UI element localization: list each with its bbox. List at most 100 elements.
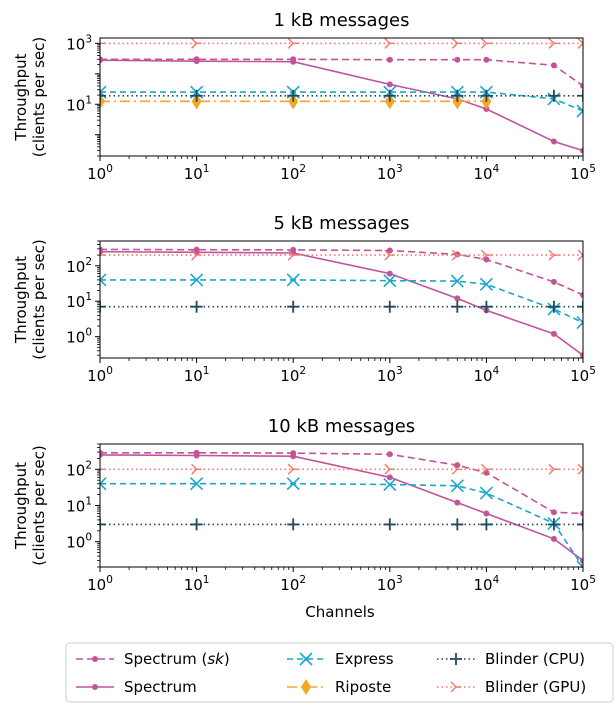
data-point-blinder-cpu [190, 300, 203, 313]
data-point-blinder-cpu [480, 300, 493, 313]
data-point-spectrum [193, 58, 200, 65]
data-point-spectrum-sk [386, 56, 393, 63]
data-point-blinder-cpu [577, 89, 583, 102]
data-point-spectrum [580, 557, 583, 564]
data-point-spectrum [550, 535, 557, 542]
series-blinder-cpu [100, 518, 583, 531]
data-point-spectrum [454, 499, 461, 506]
data-point-spectrum-sk [550, 62, 557, 69]
data-point-express [576, 315, 583, 330]
data-point-express [479, 486, 493, 500]
data-point-blinder-gpu [384, 463, 395, 475]
panel-title: 1 kB messages [274, 10, 410, 31]
legend-item-blinder-gpu: Blinder (GPU) [437, 678, 586, 696]
x-tick-label: 103 [377, 365, 403, 385]
data-point-express [190, 477, 204, 491]
data-point-blinder-gpu [548, 37, 559, 49]
data-point-blinder-cpu [100, 89, 106, 102]
series-line-spectrum [100, 250, 583, 356]
x-tick-label: 104 [474, 365, 500, 385]
data-point-blinder-cpu [480, 518, 493, 531]
data-point-blinder-gpu [480, 249, 492, 261]
data-point-spectrum-sk [550, 509, 557, 516]
data-point-spectrum-sk [386, 451, 393, 458]
data-point-blinder-cpu [451, 300, 464, 313]
data-point-blinder-gpu [548, 463, 559, 475]
data-point-spectrum-sk [483, 56, 490, 63]
x-tick-label: 100 [87, 574, 113, 594]
legend-box [65, 642, 614, 703]
legend-marker-blinder-cpu [450, 653, 462, 665]
data-point-blinder-gpu [480, 37, 492, 49]
x-tick-label: 100 [87, 163, 113, 183]
data-point-spectrum [100, 248, 103, 255]
x-tick-label: 105 [570, 365, 596, 385]
data-point-spectrum [550, 138, 557, 145]
x-tick-label: 104 [474, 163, 500, 183]
series-line-spectrum-sk [100, 451, 583, 515]
panels-group: 1 kB messages Throughput(clients per sec)… [12, 10, 596, 594]
y-tick-label: 101 [66, 291, 92, 311]
data-point-blinder-gpu [287, 37, 299, 49]
series-spectrum-sk [100, 246, 583, 298]
data-point-spectrum [386, 270, 393, 277]
data-point-blinder-gpu [191, 37, 202, 49]
series-line-spectrum-sk [100, 58, 583, 87]
x-tick-label: 102 [280, 574, 306, 594]
data-point-spectrum-sk [580, 510, 583, 517]
data-point-spectrum [550, 330, 557, 337]
series-blinder-gpu [100, 463, 583, 475]
legend-label: Spectrum [124, 678, 197, 696]
data-point-blinder-cpu [451, 518, 464, 531]
series-blinder-gpu [100, 249, 583, 261]
data-point-express [383, 477, 397, 492]
legend-item-blinder-cpu: Blinder (CPU) [437, 650, 585, 668]
data-point-spectrum [580, 352, 583, 359]
data-point-express [383, 274, 397, 288]
legend-label: Riposte [335, 678, 391, 696]
x-tick-label: 101 [184, 365, 210, 385]
data-point-spectrum [290, 58, 297, 65]
data-point-express [479, 277, 493, 291]
data-point-blinder-gpu [191, 463, 202, 475]
data-point-blinder-gpu [287, 249, 299, 261]
data-point-spectrum-sk [580, 82, 583, 89]
x-tick-label: 105 [570, 574, 596, 594]
data-point-blinder-cpu [577, 300, 583, 313]
legend-label: Blinder (CPU) [485, 650, 585, 668]
y-tick-label: 100 [66, 532, 92, 552]
series-spectrum [100, 451, 583, 564]
data-point-blinder-gpu [577, 249, 583, 261]
data-point-blinder-gpu [100, 468, 105, 471]
data-point-blinder-cpu [547, 300, 560, 313]
data-point-blinder-cpu [287, 518, 300, 531]
y-tick-label: 101 [66, 94, 92, 114]
data-point-spectrum-sk [580, 291, 583, 298]
panel-title: 10 kB messages [268, 416, 415, 437]
axes-frame [99, 443, 584, 568]
series-line-spectrum-sk [100, 248, 583, 296]
data-point-spectrum [386, 474, 393, 481]
series-line-spectrum [100, 59, 583, 152]
data-point-spectrum-sk [550, 278, 557, 285]
data-point-blinder-cpu [100, 518, 106, 531]
y-tick-label: 103 [66, 33, 92, 53]
legend-item-spectrum-sk: Spectrum (sk) [76, 650, 230, 668]
data-point-spectrum [580, 147, 583, 154]
data-point-spectrum-sk [454, 56, 461, 63]
series-spectrum [100, 248, 583, 359]
legend-label: Blinder (GPU) [485, 678, 586, 696]
chart-panel-3: 10 kB messages Throughput(clients per sec… [12, 416, 596, 594]
x-tick-label: 101 [184, 163, 210, 183]
data-point-express [286, 477, 300, 491]
data-point-spectrum [454, 295, 461, 302]
data-point-blinder-cpu [480, 89, 493, 102]
chart-panel-1: 1 kB messages Throughput(clients per sec)… [12, 10, 596, 183]
legend-marker-riposte [301, 679, 311, 695]
data-point-blinder-gpu [100, 42, 105, 45]
y-axis-label: Throughput(clients per sec) [12, 239, 48, 359]
data-point-blinder-gpu [451, 249, 463, 261]
data-point-spectrum [290, 453, 297, 460]
series-spectrum-sk [100, 56, 583, 89]
y-tick-label: 101 [66, 496, 92, 516]
